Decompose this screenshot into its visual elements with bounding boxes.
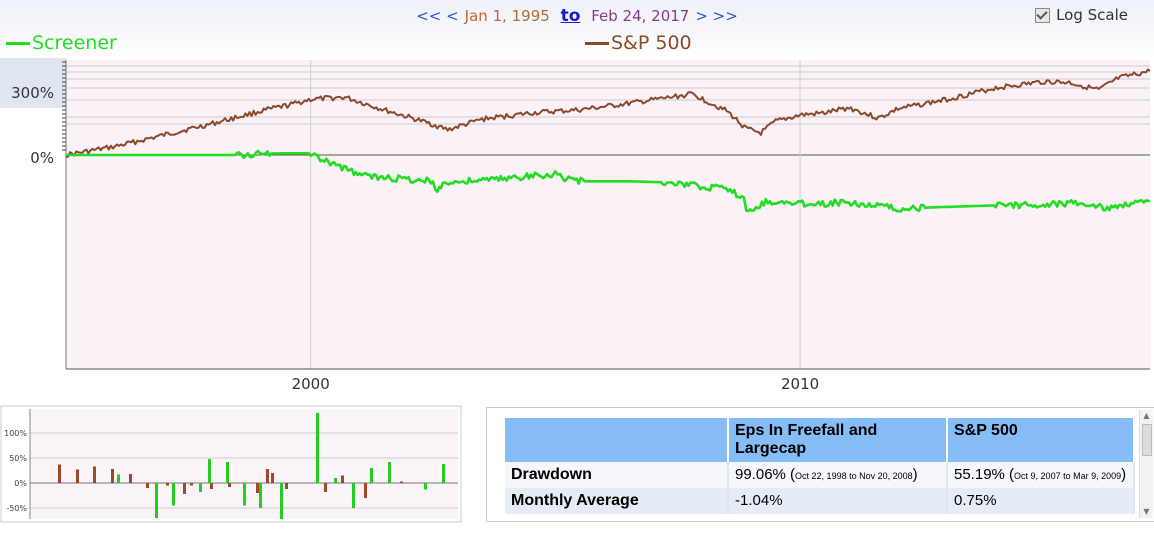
y-tick-label: 300%: [11, 84, 54, 102]
row-label: Monthly Average: [505, 488, 729, 514]
legend-screener-label: Screener: [32, 32, 117, 54]
bar: [364, 483, 367, 498]
bar: [370, 468, 373, 483]
value-main: 55.19%: [954, 466, 1005, 483]
table-cell: 0.75%: [947, 488, 1135, 514]
table-cell: 99.06% (Oct 22, 1998 to Nov 20, 2008): [728, 462, 948, 488]
date-range-selector: << < Jan 1, 1995 to Feb 24, 2017 > >>: [0, 6, 1154, 26]
bar: [129, 474, 132, 483]
end-date[interactable]: Feb 24, 2017: [591, 7, 690, 25]
bar-y-tick-label: -50%: [6, 504, 27, 513]
bar: [285, 483, 288, 489]
bar: [93, 466, 96, 483]
table-header-sp500: S&P 500: [947, 418, 1135, 462]
table-cell: 55.19% (Oct 9, 2007 to Mar 9, 2009): [947, 462, 1135, 488]
bar: [341, 475, 344, 483]
scroll-up-icon[interactable]: ▲: [1143, 411, 1150, 420]
table-cell: -1.04%: [728, 488, 948, 514]
legend-line-icon: [585, 42, 609, 45]
table-header-screener: Eps In Freefall and Largecap: [728, 418, 948, 462]
table-scrollbar[interactable]: ▲ ▼: [1139, 410, 1153, 518]
bar: [117, 474, 120, 483]
table-header-row: Eps In Freefall and Largecap S&P 500: [505, 418, 1135, 462]
table-row: Drawdown 99.06% (Oct 22, 1998 to Nov 20,…: [505, 462, 1135, 488]
plot-area: [66, 60, 1150, 369]
sp500-series-line: [65, 68, 1151, 158]
bar: [58, 464, 61, 483]
start-date[interactable]: Jan 1, 1995: [464, 7, 550, 25]
bar: [208, 459, 211, 483]
bar: [334, 478, 337, 483]
bar: [111, 469, 114, 483]
stats-panel: Eps In Freefall and Largecap S&P 500 Dra…: [486, 407, 1154, 522]
legend-sp500-label: S&P 500: [611, 32, 692, 54]
bar: [259, 483, 262, 508]
value-range: Oct 9, 2007 to Mar 9, 2009: [1014, 471, 1122, 481]
bar: [316, 413, 319, 483]
x-tick-label: 2000: [292, 375, 330, 393]
table-header-blank: [505, 418, 729, 462]
bar: [243, 483, 246, 506]
bar: [172, 483, 175, 506]
bar: [190, 483, 193, 486]
bar: [76, 469, 79, 483]
main-performance-chart[interactable]: 300% 0% 2000 2010: [0, 0, 1154, 405]
bar: [352, 483, 355, 508]
bar: [271, 473, 274, 483]
value-main: 99.06%: [735, 466, 786, 483]
bar-y-tick-label: 0%: [14, 479, 27, 488]
bar: [266, 469, 269, 483]
bar: [228, 483, 231, 487]
legend-screener: Screener: [6, 32, 117, 54]
bar: [199, 483, 202, 492]
log-scale-label: Log Scale: [1056, 6, 1128, 24]
bar: [155, 483, 158, 518]
bar: [324, 483, 327, 492]
date-next-button[interactable]: > >>: [695, 7, 738, 25]
legend-line-icon: [6, 42, 30, 45]
row-label: Drawdown: [505, 462, 729, 488]
bar: [388, 462, 391, 483]
bar: [442, 464, 445, 483]
bar: [183, 483, 186, 494]
scroll-thumb[interactable]: [1142, 424, 1152, 456]
bar: [424, 483, 427, 490]
checkbox-icon[interactable]: [1035, 7, 1051, 23]
value-range: Oct 22, 1998 to Nov 20, 2008: [795, 471, 913, 481]
bar: [226, 462, 229, 483]
bar-y-tick-label: 100%: [4, 429, 27, 438]
screener-series-line: [66, 149, 1151, 213]
bar: [400, 481, 403, 483]
bar: [146, 483, 149, 488]
stats-table: Eps In Freefall and Largecap S&P 500 Dra…: [505, 418, 1135, 514]
bar: [166, 483, 169, 486]
log-scale-toggle[interactable]: Log Scale: [1035, 6, 1128, 24]
legend-sp500: S&P 500: [585, 32, 692, 54]
axis-shade: [0, 58, 66, 108]
chart-toolbar: [0, 0, 1154, 60]
x-tick-label: 2010: [781, 375, 819, 393]
scroll-down-icon[interactable]: ▼: [1143, 507, 1150, 516]
y-tick-label: 0%: [30, 149, 54, 167]
to-link[interactable]: to: [560, 6, 581, 26]
bar: [256, 483, 259, 493]
monthly-returns-chart: 100% 50% 0% -50%: [0, 405, 462, 523]
bar: [210, 483, 213, 489]
bar-y-tick-label: 50%: [9, 454, 27, 463]
table-row: Monthly Average -1.04% 0.75%: [505, 488, 1135, 514]
date-prev-button[interactable]: << <: [416, 7, 459, 25]
bar: [280, 483, 283, 519]
